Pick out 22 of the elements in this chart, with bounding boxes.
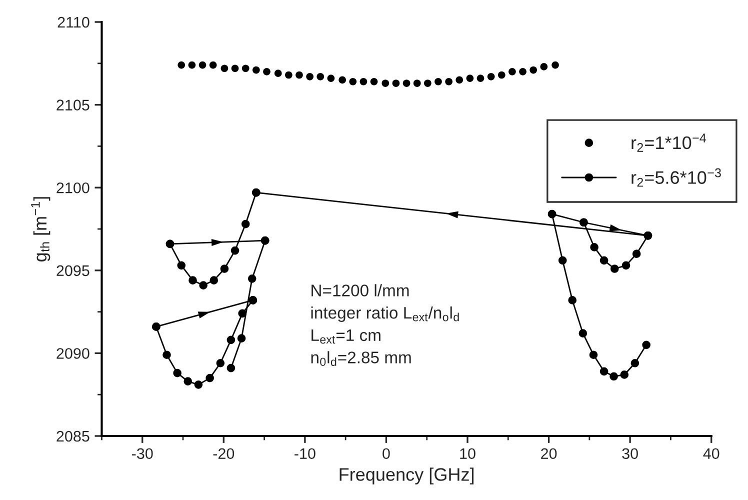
legend-label: r$_{2}$=5.6*10$^{−3}$: [632, 168, 721, 187]
y-tick-label: 2100: [56, 182, 90, 194]
y-axis-title: g$_{th}$ [m$^{−1}$]: [31, 197, 50, 262]
x-tick-label: 40: [703, 448, 720, 460]
x-tick-label: -10: [294, 448, 316, 460]
y-tick-label: 2110: [58, 16, 90, 28]
x-tick-label: 30: [622, 448, 638, 460]
x-tick-label: -20: [213, 448, 234, 460]
x-axis-title: Frequency [GHz]: [340, 468, 474, 484]
x-tick-label: 10: [460, 448, 476, 460]
y-tick-label: 2105: [56, 100, 90, 110]
annotation: N=1200 l/mm: [312, 284, 409, 296]
x-tick-label: 20: [541, 448, 557, 460]
x-tick-label: -30: [132, 448, 153, 460]
annotation: integer ratio L$_{ext}$/n$_{o}$l$_{d}$: [311, 306, 459, 322]
y-tick-label: 2085: [56, 430, 90, 442]
y-tick-label: 2090: [56, 348, 90, 359]
annotation: n$_{0}$l$_{d}$=2.85 mm: [311, 351, 411, 366]
x-tick-label: 0: [382, 448, 390, 460]
y-tick-label: 2095: [56, 265, 90, 276]
annotation: L$_{ext}$=1 cm: [312, 329, 380, 344]
legend-label: r$_{2}$=1*10$^{−4}$: [632, 134, 706, 152]
